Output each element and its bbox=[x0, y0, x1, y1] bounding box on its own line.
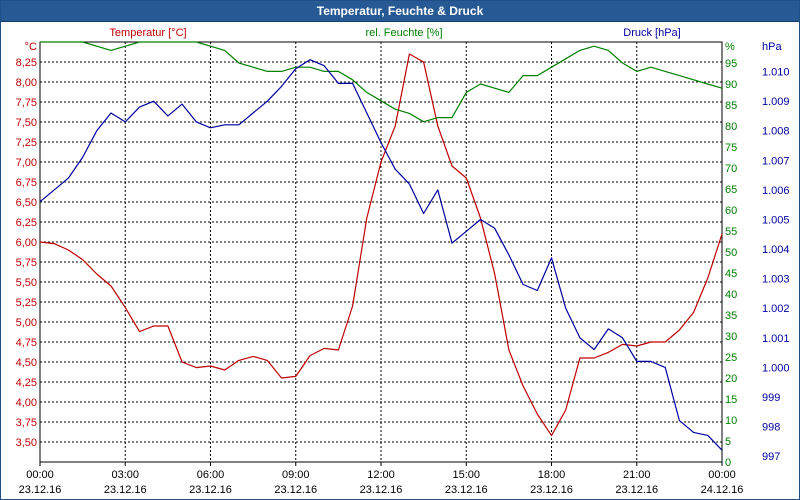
pressure-tick-label: 1.009 bbox=[762, 96, 790, 108]
pressure-tick-label: 1.008 bbox=[762, 126, 790, 138]
pressure-tick-label: 1.001 bbox=[762, 333, 790, 345]
temperature-tick-label: 4,75 bbox=[16, 337, 37, 349]
pressure-tick-label: 1.010 bbox=[762, 67, 790, 79]
x-tick-time: 15:00 bbox=[452, 469, 480, 481]
temperature-tick-label: 8,00 bbox=[16, 77, 37, 89]
humidity-series-line bbox=[40, 41, 723, 123]
humidity-tick-label: 15 bbox=[725, 394, 737, 406]
x-tick-date: 23.12.16 bbox=[19, 484, 62, 496]
humidity-tick-label: 55 bbox=[725, 226, 737, 238]
x-tick-time: 12:00 bbox=[367, 469, 395, 481]
pressure-tick-label: 998 bbox=[762, 422, 780, 434]
humidity-tick-label: 5 bbox=[725, 436, 731, 448]
pressure-tick-label: 999 bbox=[762, 392, 780, 404]
x-tick-date: 24.12.16 bbox=[701, 484, 744, 496]
x-tick-date: 23.12.16 bbox=[360, 484, 403, 496]
x-tick-date: 23.12.16 bbox=[274, 484, 317, 496]
pressure-axis-label: Druck [hPa] bbox=[623, 27, 680, 39]
x-tick-time: 03:00 bbox=[111, 469, 139, 481]
pressure-tick-label: 1.000 bbox=[762, 362, 790, 374]
window-title: Temperatur, Feuchte & Druck bbox=[316, 4, 484, 18]
humidity-tick-label: 0 bbox=[725, 457, 731, 469]
humidity-tick-label: 25 bbox=[725, 352, 737, 364]
temperature-tick-label: 8,25 bbox=[16, 57, 37, 69]
pressure-tick-label: 1.002 bbox=[762, 303, 790, 315]
title-bar: Temperatur, Feuchte & Druck bbox=[1, 1, 799, 22]
x-tick-time: 09:00 bbox=[282, 469, 310, 481]
pressure-tick-label: 1.006 bbox=[762, 185, 790, 197]
humidity-tick-label: 35 bbox=[725, 310, 737, 322]
pressure-tick-label: 1.007 bbox=[762, 155, 790, 167]
temperature-tick-label: 5,50 bbox=[16, 277, 37, 289]
humidity-tick-label: 90 bbox=[725, 79, 737, 91]
x-tick-time: 00:00 bbox=[26, 469, 54, 481]
temperature-tick-label: 4,25 bbox=[16, 377, 37, 389]
temperature-tick-label: 6,50 bbox=[16, 197, 37, 209]
x-tick-date: 23.12.16 bbox=[189, 484, 232, 496]
humidity-unit-label: % bbox=[725, 41, 735, 53]
humidity-tick-label: 75 bbox=[725, 142, 737, 154]
temperature-tick-label: 7,75 bbox=[16, 97, 37, 109]
temperature-tick-label: 6,00 bbox=[16, 237, 37, 249]
humidity-tick-label: 30 bbox=[725, 331, 737, 343]
pressure-series-line bbox=[39, 59, 723, 451]
temperature-series-line bbox=[39, 53, 723, 437]
humidity-tick-label: 20 bbox=[725, 373, 737, 385]
x-tick-date: 23.12.16 bbox=[104, 484, 147, 496]
temperature-tick-label: 5,25 bbox=[16, 297, 37, 309]
temperature-tick-label: 6,75 bbox=[16, 177, 37, 189]
x-tick-time: 21:00 bbox=[623, 469, 651, 481]
humidity-tick-label: 40 bbox=[725, 289, 737, 301]
humidity-tick-label: 65 bbox=[725, 184, 737, 196]
temperature-tick-label: 7,00 bbox=[16, 157, 37, 169]
humidity-tick-label: 70 bbox=[725, 163, 737, 175]
humidity-tick-label: 50 bbox=[725, 247, 737, 259]
pressure-tick-label: 1.005 bbox=[762, 214, 790, 226]
x-tick-date: 23.12.16 bbox=[445, 484, 488, 496]
x-tick-date: 23.12.16 bbox=[530, 484, 573, 496]
humidity-tick-label: 45 bbox=[725, 268, 737, 280]
humidity-tick-label: 85 bbox=[725, 100, 737, 112]
humidity-axis-label: rel. Feuchte [%] bbox=[365, 27, 442, 39]
x-tick-time: 00:00 bbox=[708, 469, 736, 481]
x-tick-time: 18:00 bbox=[538, 469, 566, 481]
humidity-tick-label: 80 bbox=[725, 121, 737, 133]
temperature-tick-label: 6,25 bbox=[16, 217, 37, 229]
temperature-tick-label: 3,50 bbox=[16, 437, 37, 449]
pressure-tick-label: 997 bbox=[762, 451, 780, 463]
humidity-tick-label: 95 bbox=[725, 58, 737, 70]
x-tick-date: 23.12.16 bbox=[615, 484, 658, 496]
temperature-axis-label: Temperatur [°C] bbox=[109, 27, 186, 39]
pressure-tick-label: 1.004 bbox=[762, 244, 790, 256]
temperature-tick-label: 5,00 bbox=[16, 317, 37, 329]
humidity-tick-label: 60 bbox=[725, 205, 737, 217]
temperature-tick-label: 4,00 bbox=[16, 397, 37, 409]
temperature-tick-label: 3,75 bbox=[16, 417, 37, 429]
pressure-tick-label: 1.003 bbox=[762, 274, 790, 286]
x-tick-time: 06:00 bbox=[197, 469, 225, 481]
humidity-tick-label: 10 bbox=[725, 415, 737, 427]
temperature-tick-label: 7,25 bbox=[16, 137, 37, 149]
temperature-tick-label: 7,50 bbox=[16, 117, 37, 129]
temperature-tick-label: 4,50 bbox=[16, 357, 37, 369]
temperature-tick-label: 5,75 bbox=[16, 257, 37, 269]
pressure-unit-label: hPa bbox=[762, 41, 782, 53]
temperature-unit-label: °C bbox=[25, 41, 37, 53]
